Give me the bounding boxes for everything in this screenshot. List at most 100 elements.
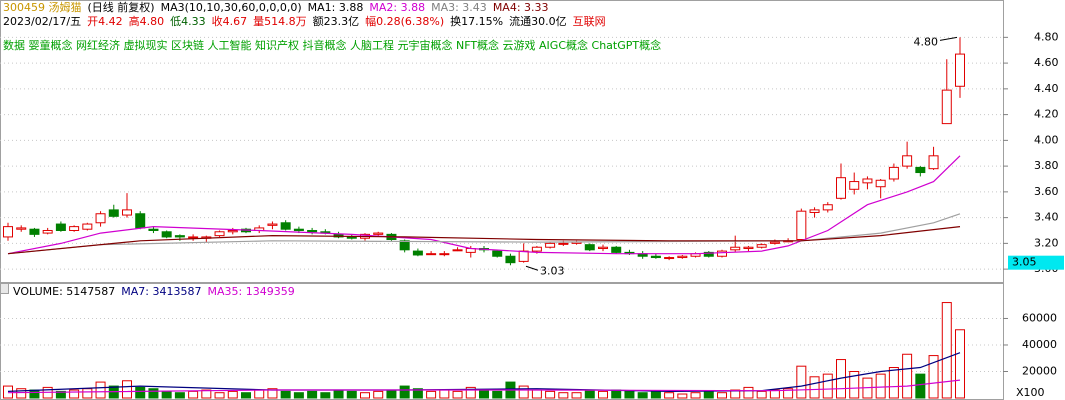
- candle-body: [95, 213, 106, 224]
- volume-bar: [743, 386, 754, 399]
- volume-bar: [545, 390, 556, 399]
- candle-body: [412, 250, 423, 256]
- volume-bar: [373, 390, 384, 399]
- header-text: MA7: 3413587: [121, 285, 201, 298]
- volume-bar: [174, 392, 185, 399]
- candle-body: [307, 229, 318, 233]
- volume-bar: [452, 390, 463, 399]
- candle-body: [42, 229, 53, 234]
- volume-bar: [29, 389, 40, 399]
- candle-body: [69, 226, 80, 231]
- candle-body: [928, 155, 939, 170]
- volume-bar: [280, 390, 291, 399]
- y-tick-label: 3.20: [1034, 236, 1059, 249]
- candle-body: [29, 228, 40, 235]
- header-text: 量514.8万: [253, 15, 307, 28]
- candle-body: [439, 253, 450, 256]
- candle-body: [796, 210, 807, 241]
- candle-body: [135, 213, 146, 229]
- volume-bar: [3, 385, 13, 399]
- candle-body: [717, 250, 727, 257]
- candle-body: [915, 166, 926, 174]
- y-tick-label: 4.20: [1034, 108, 1059, 121]
- candle-body: [822, 204, 833, 211]
- high-annotation: 4.80: [914, 35, 939, 48]
- volume-tick-label: 60000: [1022, 311, 1057, 324]
- candle-body: [426, 253, 437, 256]
- candle-body: [558, 242, 569, 245]
- volume-bar: [293, 392, 304, 399]
- candle-body: [122, 209, 132, 216]
- candle-body: [862, 178, 873, 184]
- volume-bar: [254, 389, 265, 399]
- candle-body: [227, 229, 238, 233]
- header-text: MA1: 3.88: [308, 1, 364, 14]
- volume-bar: [783, 388, 794, 399]
- volume-bar: [624, 390, 635, 399]
- candle-body: [875, 179, 886, 188]
- volume-bar: [756, 390, 767, 399]
- header-text: 2023/02/17/五: [3, 15, 81, 28]
- volume-bar: [439, 389, 450, 399]
- volume-bar: [399, 385, 410, 399]
- volume-bar: [571, 392, 582, 399]
- volume-bar: [214, 392, 225, 399]
- volume-bar: [333, 389, 344, 399]
- volume-bar: [941, 302, 952, 399]
- ma-line: [7, 155, 961, 255]
- candle-body: [399, 240, 410, 251]
- candle-body: [941, 89, 952, 125]
- volume-bar: [426, 390, 437, 399]
- volume-unit: X100: [1016, 386, 1045, 399]
- candle-body: [584, 244, 595, 251]
- volume-bar: [584, 389, 595, 399]
- ma-line: [7, 213, 961, 255]
- volume-bar: [16, 388, 27, 399]
- header-text: (日线 前复权): [88, 0, 155, 14]
- candle-body: [888, 166, 899, 180]
- candle-body: [148, 228, 159, 231]
- volume-bar: [518, 385, 529, 399]
- candle-body: [650, 255, 661, 259]
- header-text: 低4.33: [170, 15, 206, 28]
- volume-bar: [386, 389, 397, 399]
- candle-body: [174, 235, 185, 238]
- annotation-arrow: [525, 265, 539, 271]
- header-text: 收4.67: [212, 14, 248, 28]
- volume-bar: [677, 393, 688, 399]
- candle-body: [280, 222, 291, 230]
- y-tick-label: 3.40: [1034, 211, 1059, 224]
- volume-bar: [598, 390, 608, 399]
- candle-body: [16, 227, 27, 230]
- volume-bar: [161, 390, 172, 399]
- cursor-price: 3.05: [1012, 256, 1037, 269]
- volume-bar: [955, 329, 965, 399]
- y-tick-label: 4.80: [1034, 30, 1059, 43]
- volume-bar: [135, 386, 146, 399]
- volume-bar: [82, 388, 93, 399]
- volume-bar: [241, 392, 251, 399]
- volume-bar: [809, 376, 820, 399]
- volume-bar: [558, 392, 569, 399]
- volume-bar: [479, 389, 489, 399]
- concepts: 数据 婴童概念 网红经济 虚拟现实 区块链 人工智能 知识产权 抖音概念 人脑工…: [3, 38, 661, 52]
- candle-body: [756, 244, 767, 248]
- header-text: 高4.80: [129, 14, 165, 28]
- candle-body: [598, 246, 608, 250]
- volume-tick-label: 20000: [1022, 364, 1057, 377]
- candle-body: [505, 255, 516, 264]
- candle-body: [518, 250, 529, 262]
- candle-body: [849, 181, 860, 190]
- price-pane: [0, 0, 1004, 283]
- y-tick-label: 3.60: [1034, 185, 1059, 198]
- pane-toggle[interactable]: [0, 283, 9, 294]
- volume-bar: [717, 392, 727, 399]
- volume-bar: [412, 388, 423, 399]
- volume-bar: [346, 390, 357, 399]
- y-tick-label: 4.00: [1034, 133, 1059, 146]
- candle-body: [836, 177, 846, 199]
- volume-bar: [201, 389, 212, 399]
- cursor-price-box: [1008, 255, 1064, 270]
- volume-bar: [531, 389, 542, 399]
